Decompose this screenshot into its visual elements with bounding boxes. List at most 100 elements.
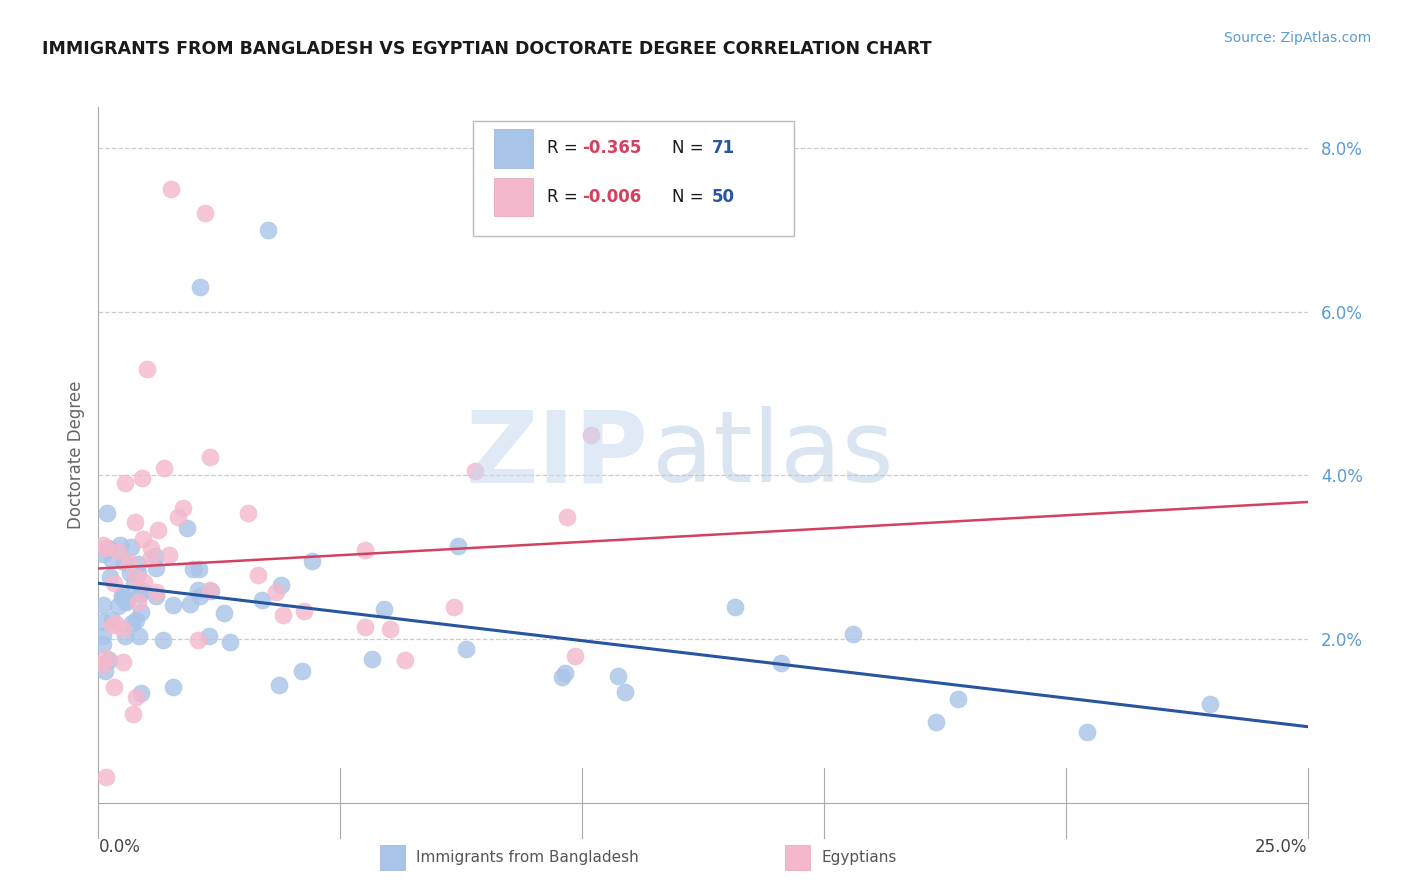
Point	[139, 541, 162, 555]
Point	[456, 642, 478, 657]
Point	[770, 656, 793, 670]
Point	[114, 595, 136, 609]
Point	[464, 464, 486, 478]
Point	[443, 600, 465, 615]
Point	[188, 589, 211, 603]
FancyBboxPatch shape	[474, 121, 793, 235]
Point	[187, 583, 209, 598]
Point	[97, 541, 120, 555]
Point	[111, 588, 134, 602]
Text: N =: N =	[672, 188, 709, 206]
Point	[112, 590, 135, 604]
Point	[94, 541, 117, 556]
Point	[162, 598, 184, 612]
Point	[94, 651, 117, 665]
Point	[125, 690, 148, 704]
Point	[194, 206, 217, 220]
Point	[115, 593, 138, 607]
Point	[238, 506, 260, 520]
Point	[122, 706, 145, 721]
Point	[145, 561, 167, 575]
Text: ZIP: ZIP	[465, 407, 648, 503]
Point	[118, 555, 141, 569]
Point	[187, 633, 209, 648]
Point	[842, 627, 865, 641]
Point	[162, 680, 184, 694]
Point	[361, 652, 384, 666]
Text: -0.006: -0.006	[582, 188, 641, 206]
Point	[101, 617, 124, 632]
Point	[129, 686, 152, 700]
Point	[132, 533, 155, 547]
Point	[198, 450, 221, 464]
Point	[172, 501, 194, 516]
Point	[127, 595, 149, 609]
Point	[91, 657, 114, 672]
Point	[118, 566, 141, 580]
Point	[270, 577, 292, 591]
Point	[564, 648, 586, 663]
Point	[160, 182, 183, 196]
Point	[167, 509, 190, 524]
Point	[105, 617, 128, 632]
Point	[256, 223, 278, 237]
FancyBboxPatch shape	[494, 178, 533, 216]
Point	[301, 554, 323, 568]
Point	[127, 557, 149, 571]
Point	[724, 599, 747, 614]
Point	[110, 590, 132, 604]
FancyBboxPatch shape	[494, 129, 533, 168]
Point	[112, 555, 135, 569]
Point	[143, 549, 166, 564]
Point	[200, 584, 222, 599]
Point	[110, 538, 132, 552]
Point	[946, 691, 969, 706]
Point	[125, 570, 148, 584]
Point	[551, 670, 574, 684]
Text: Egyptians: Egyptians	[821, 850, 897, 864]
Point	[198, 629, 221, 643]
Point	[114, 629, 136, 643]
Text: 0.0%: 0.0%	[98, 838, 141, 855]
Point	[146, 524, 169, 538]
Point	[373, 602, 395, 616]
Point	[145, 585, 167, 599]
Point	[292, 604, 315, 618]
Text: 50: 50	[711, 188, 734, 206]
Point	[91, 598, 114, 612]
Point	[129, 605, 152, 619]
Point	[131, 471, 153, 485]
Point	[91, 547, 114, 561]
Text: atlas: atlas	[652, 407, 894, 503]
Point	[579, 428, 602, 442]
Text: 25.0%: 25.0%	[1256, 838, 1308, 855]
Point	[152, 461, 174, 475]
Point	[100, 570, 122, 584]
Point	[380, 622, 402, 636]
Point	[555, 509, 578, 524]
Point	[394, 653, 416, 667]
Point	[152, 632, 174, 647]
Point	[273, 608, 295, 623]
Point	[131, 582, 153, 597]
Point	[219, 635, 242, 649]
Text: R =: R =	[547, 139, 583, 157]
Point	[267, 677, 290, 691]
Point	[112, 623, 135, 637]
Point	[128, 587, 150, 601]
Point	[925, 714, 948, 729]
Point	[1198, 697, 1220, 711]
Point	[93, 615, 115, 630]
Point	[122, 577, 145, 591]
Point	[124, 515, 146, 529]
Y-axis label: Doctorate Degree: Doctorate Degree	[66, 381, 84, 529]
Point	[135, 362, 157, 376]
Point	[181, 562, 204, 576]
Point	[93, 538, 115, 552]
Text: Source: ZipAtlas.com: Source: ZipAtlas.com	[1223, 31, 1371, 45]
Point	[127, 566, 149, 580]
Point	[121, 615, 143, 630]
Point	[94, 770, 117, 784]
Point	[176, 521, 198, 535]
Point	[96, 506, 118, 520]
